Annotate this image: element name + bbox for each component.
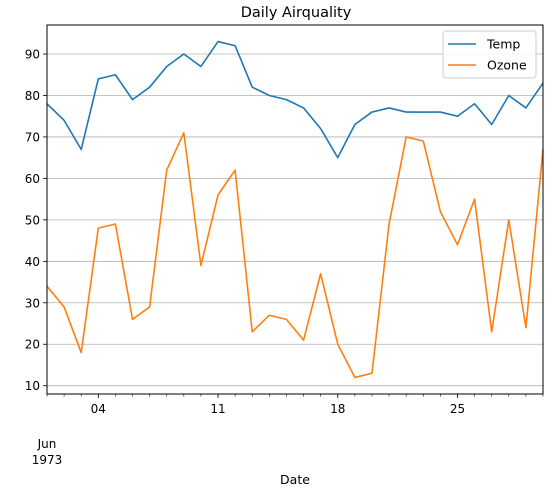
x-tick-label: 18 [330,402,345,416]
x-tick-month-label: Jun [37,437,57,451]
y-tick-label: 60 [25,172,40,186]
y-tick-label: 80 [25,89,40,103]
legend-label: Temp [486,37,520,52]
x-axis-label: Date [280,472,310,487]
y-tick-label: 70 [25,130,40,144]
y-axis: 10 20 30 40 50 60 70 80 90 [25,48,47,393]
y-tick-label: 40 [25,255,40,269]
series-line-ozone [46,132,544,379]
series-line-temp [46,40,544,159]
y-tick-label: 30 [25,296,40,310]
x-tick-label: 25 [450,402,465,416]
x-tick-year-label: 1973 [32,453,63,467]
x-tick-label: 11 [210,402,225,416]
legend-label: Ozone [487,58,527,73]
y-tick-label: 10 [25,379,40,393]
plot-frame [46,24,544,395]
x-axis: 04 11 18 25 Jun 1973 [32,394,544,467]
chart-title: Daily Airquality [241,5,352,21]
y-tick-label: 90 [25,48,40,62]
series-lines [46,40,544,379]
y-tick-label: 50 [25,213,40,227]
y-tick-label: 20 [25,338,40,352]
legend-box [442,30,537,79]
legend: Temp Ozone [442,30,537,79]
x-tick-label: 04 [91,402,106,416]
